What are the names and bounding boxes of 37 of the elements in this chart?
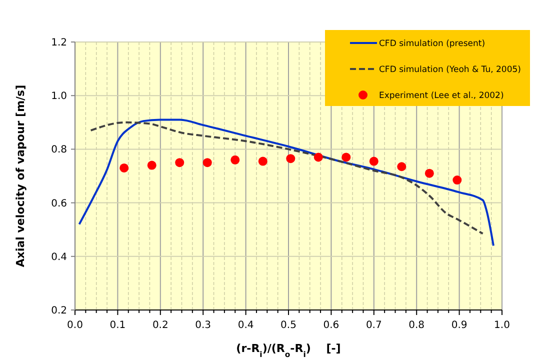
point [286, 154, 296, 164]
x-tick-label: 0.1 [110, 320, 126, 331]
y-tick-label: 0.8 [51, 144, 67, 156]
x-tick-label: 0.5 [280, 320, 296, 331]
point [175, 158, 184, 168]
point [397, 162, 406, 172]
legend-label: CFD simulation (Yeoh & Tu, 2005) [379, 65, 521, 75]
x-tick-label: 0.4 [238, 320, 254, 331]
x-tick-label: 1.0 [494, 320, 510, 331]
x-tick-label: 0.7 [366, 320, 382, 331]
legend-label: CFD simulation (present) [379, 39, 486, 49]
point [369, 156, 378, 166]
point [342, 152, 351, 162]
point [424, 168, 434, 178]
legend-label: Experiment (Lee et al., 2002) [379, 91, 504, 101]
y-tick-label: 0.6 [51, 198, 67, 210]
line-series [90, 121, 484, 235]
y-tick-label: 1.2 [51, 38, 67, 48]
y-tick-label: 0.4 [51, 252, 67, 263]
x-tick-label: 0.0 [67, 320, 83, 331]
x-tick-label: 0.2 [152, 320, 168, 331]
x-tick-label: 0.9 [451, 320, 468, 331]
x-axis-title: (r-R$_{i}$)/(R$_{o}$-R$_{i}$) [-] [236, 342, 341, 358]
y-axis-title: Axial velocity of vapour [m/s] [14, 84, 27, 268]
point [258, 156, 268, 166]
point [230, 155, 240, 164]
point [147, 160, 156, 170]
x-tick-label: 0.6 [323, 320, 340, 331]
y-tick-label: 0.2 [51, 306, 67, 316]
y-tick-label: 1.0 [51, 91, 67, 102]
x-tick-label: 0.8 [408, 320, 425, 331]
x-tick-label: 0.3 [195, 320, 212, 331]
point [202, 158, 212, 168]
point [314, 152, 323, 162]
line-series [78, 118, 494, 247]
point [452, 176, 462, 185]
point [120, 163, 129, 172]
